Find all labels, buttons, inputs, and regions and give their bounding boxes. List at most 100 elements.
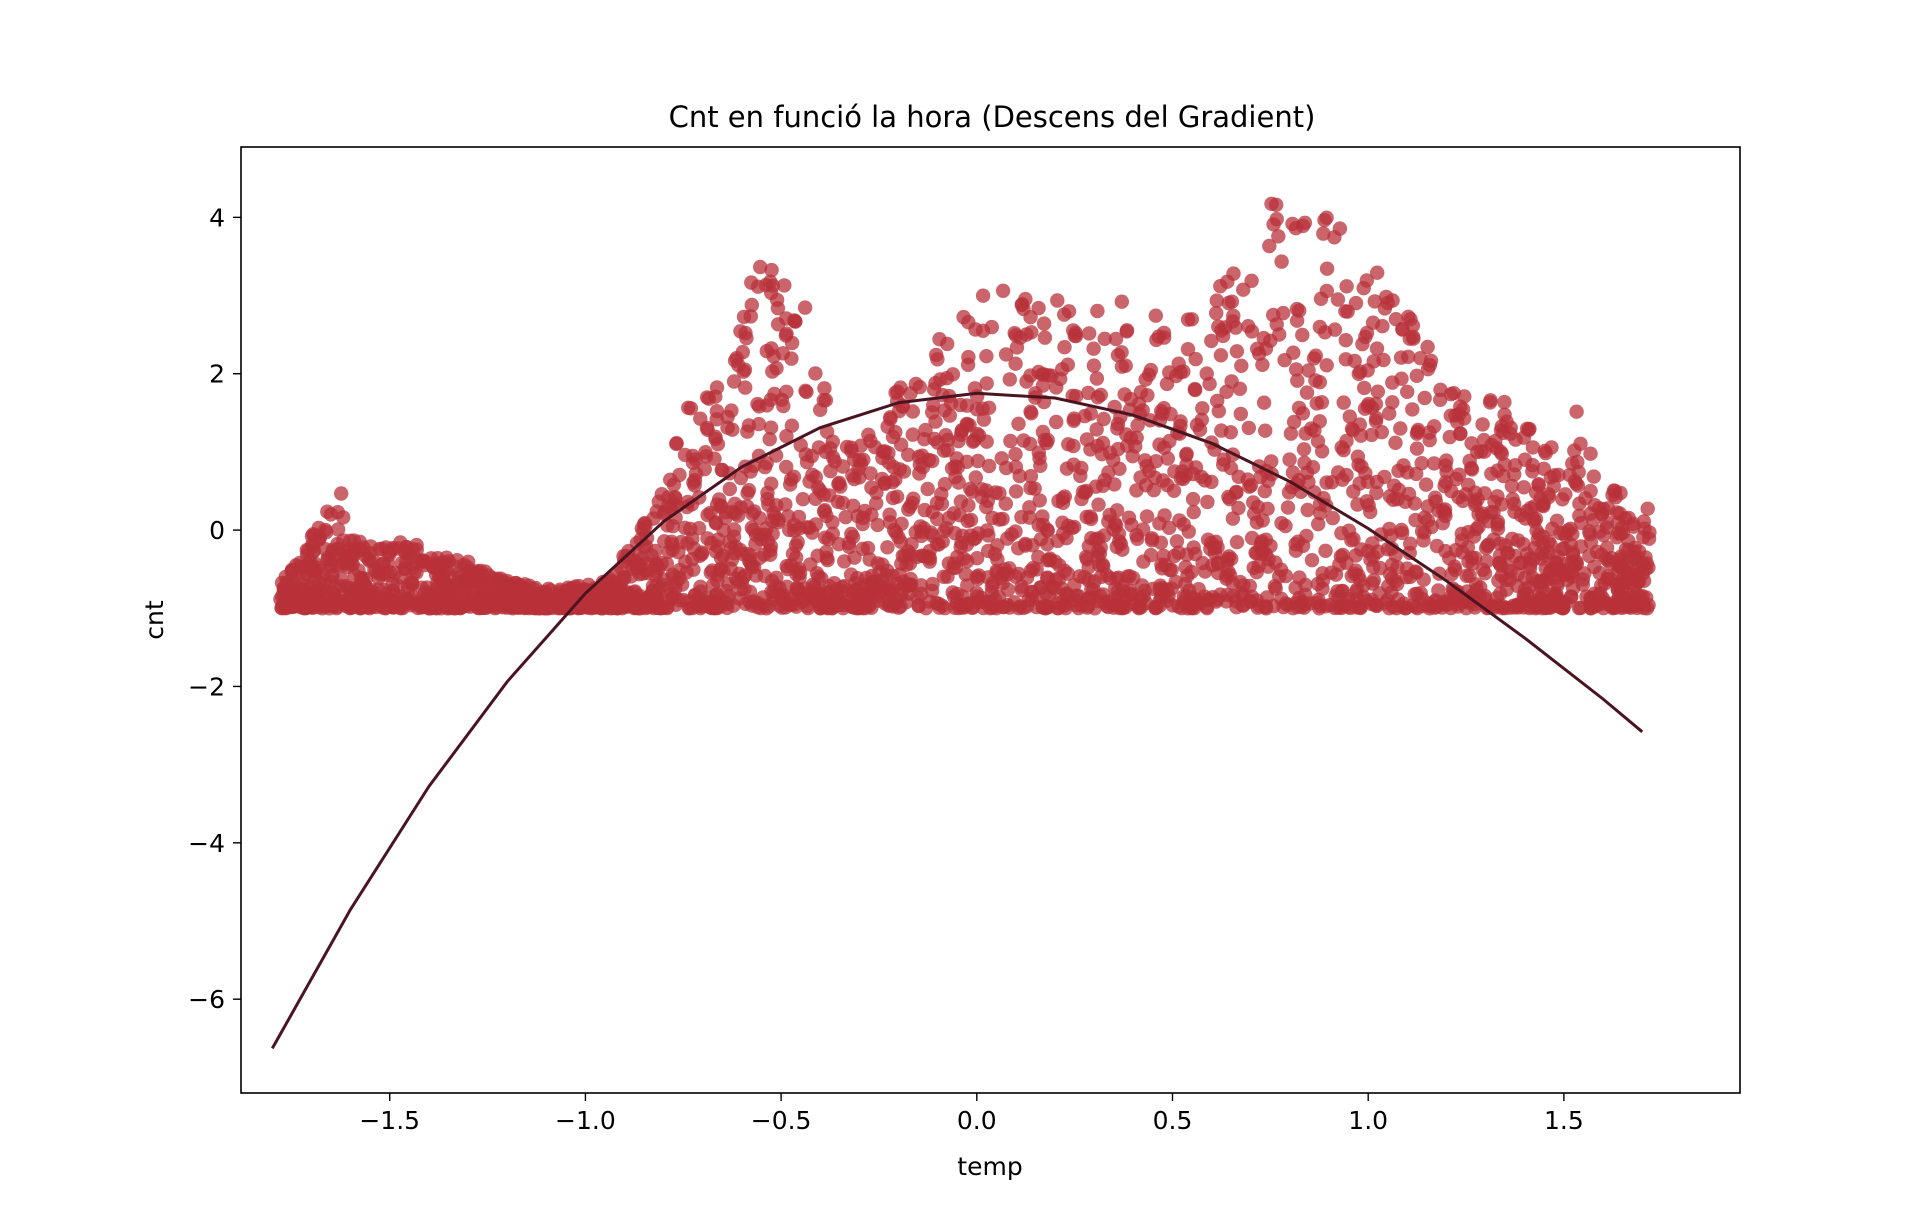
- scatter-point: [1089, 422, 1104, 437]
- scatter-point: [330, 522, 346, 537]
- scatter-point: [1271, 229, 1286, 244]
- scatter-point: [1350, 449, 1366, 464]
- scatter-point: [1418, 477, 1434, 492]
- scatter-point: [1084, 582, 1099, 597]
- scatter-point: [1496, 468, 1511, 484]
- scatter-point: [745, 506, 760, 522]
- scatter-point: [1165, 598, 1181, 613]
- scatter-point: [1079, 432, 1095, 447]
- scatter-point: [1225, 575, 1240, 591]
- scatter-point: [1569, 556, 1585, 571]
- scatter-point: [1499, 414, 1514, 429]
- scatter-point: [700, 594, 715, 610]
- scatter-point: [763, 543, 778, 558]
- scatter-point: [1233, 406, 1249, 422]
- scatter-point: [1242, 479, 1257, 494]
- scatter-point: [1037, 330, 1053, 345]
- scatter-point: [1365, 536, 1380, 551]
- scatter-point: [1508, 458, 1523, 473]
- scatter-point: [1091, 497, 1106, 512]
- scatter-point: [825, 600, 840, 615]
- scatter-point: [976, 600, 991, 616]
- scatter-point: [674, 534, 689, 550]
- scatter-point: [726, 374, 742, 389]
- scatter-point: [1289, 301, 1305, 317]
- scatter-point: [799, 384, 814, 400]
- x-tick-label: 1.5: [1544, 1106, 1584, 1135]
- scatter-point: [1313, 291, 1329, 306]
- scatter-point: [372, 541, 387, 557]
- scatter-point: [329, 558, 344, 573]
- scatter-point: [830, 494, 845, 509]
- scatter-point: [336, 533, 351, 548]
- scatter-point: [1269, 197, 1284, 212]
- scatter-point: [1095, 478, 1111, 493]
- scatter-point: [1314, 395, 1330, 410]
- scatter-point: [645, 583, 660, 599]
- scatter-point: [1369, 485, 1384, 501]
- scatter-point: [1318, 543, 1333, 558]
- scatter-point: [1004, 527, 1019, 542]
- scatter-point: [1414, 524, 1430, 539]
- scatter-point: [1400, 465, 1415, 480]
- scatter-point: [1468, 550, 1483, 566]
- scatter-point: [553, 590, 568, 605]
- scatter-point: [376, 556, 391, 571]
- scatter-point: [1516, 480, 1532, 495]
- scatter-point: [828, 587, 844, 603]
- scatter-point: [998, 347, 1014, 362]
- scatter-point: [1067, 328, 1082, 343]
- scatter-point: [699, 390, 715, 405]
- scatter-point: [1316, 226, 1331, 241]
- scatter-point: [1400, 384, 1415, 399]
- scatter-point: [1364, 427, 1379, 443]
- scatter-point: [1330, 292, 1346, 307]
- scatter-point: [738, 380, 753, 395]
- scatter-point: [665, 567, 680, 582]
- scatter-point: [1075, 484, 1091, 499]
- scatter-point: [1274, 254, 1289, 269]
- scatter-point: [1370, 384, 1386, 399]
- scatter-point: [1570, 454, 1585, 470]
- scatter-point: [1036, 316, 1052, 331]
- scatter-point: [744, 297, 759, 313]
- scatter-point: [1417, 390, 1432, 406]
- scatter-point: [1254, 534, 1270, 549]
- scatter-point: [1083, 406, 1098, 421]
- scatter-point: [941, 556, 957, 571]
- scatter-point: [913, 519, 928, 534]
- scatter-point: [952, 508, 967, 523]
- scatter-point: [1525, 457, 1540, 473]
- scatter-point: [693, 579, 708, 594]
- scatter-point: [440, 586, 455, 602]
- scatter-point: [1597, 595, 1612, 611]
- scatter-point: [817, 381, 832, 396]
- scatter-point: [1200, 494, 1215, 510]
- scatter-point: [1294, 594, 1310, 610]
- scatter-point: [691, 521, 707, 536]
- scatter-point: [1083, 511, 1099, 527]
- scatter-point: [1357, 401, 1373, 416]
- scatter-point: [767, 509, 782, 525]
- scatter-point: [1162, 365, 1177, 380]
- scatter-point: [901, 502, 916, 517]
- scatter-point: [1136, 554, 1151, 569]
- scatter-point: [1348, 548, 1364, 563]
- scatter-point: [1128, 439, 1143, 454]
- scatter-point: [1050, 293, 1065, 308]
- scatter-point: [1241, 319, 1256, 334]
- scatter-point: [1112, 461, 1127, 476]
- scatter-point: [975, 288, 991, 303]
- y-tick-label: 4: [209, 203, 225, 232]
- scatter-point: [1452, 467, 1467, 482]
- scatter-point: [1367, 294, 1383, 309]
- scatter-point: [1583, 601, 1599, 616]
- scatter-point: [1613, 485, 1628, 501]
- scatter-point: [1300, 502, 1315, 518]
- scatter-point: [988, 485, 1003, 500]
- scatter-point: [1107, 477, 1122, 492]
- scatter-point: [1631, 544, 1647, 559]
- scatter-point: [1357, 380, 1372, 396]
- scatter-point: [1353, 364, 1368, 379]
